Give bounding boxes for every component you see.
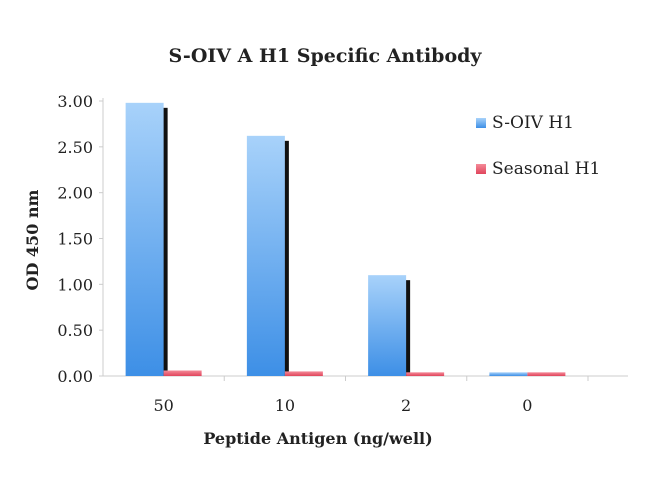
bar-shadow <box>283 140 289 376</box>
y-tick-label: 2.50 <box>57 138 93 157</box>
legend-label: S-OIV H1 <box>492 113 574 133</box>
legend-label: Seasonal H1 <box>492 159 600 179</box>
bar-seasonal-h1 <box>406 372 445 376</box>
x-tick-label: 10 <box>275 396 295 415</box>
x-tick-label: 50 <box>153 396 173 415</box>
bar-s-oiv-h1 <box>125 102 164 376</box>
bar-seasonal-h1 <box>527 372 566 376</box>
bar-shadow <box>405 280 411 376</box>
legend-swatch <box>476 164 486 174</box>
chart-title: S-OIV A H1 Specific Antibody <box>169 45 483 67</box>
bar-s-oiv-h1 <box>246 135 285 376</box>
y-tick-label: 3.00 <box>57 92 93 111</box>
y-tick-label: 0.50 <box>57 321 93 340</box>
legend-swatch <box>476 118 486 128</box>
y-tick-label: 0.00 <box>57 367 93 386</box>
y-tick-label: 2.00 <box>57 184 93 203</box>
x-axis-label: Peptide Antigen (ng/well) <box>203 429 432 448</box>
bar-seasonal-h1 <box>284 371 323 376</box>
bar-shadow <box>162 107 168 376</box>
bar-s-oiv-h1 <box>368 275 407 376</box>
y-tick-label: 1.50 <box>57 230 93 249</box>
y-axis-label: OD 450 nm <box>23 189 42 290</box>
x-tick-label: 0 <box>522 396 532 415</box>
x-tick-label: 2 <box>401 396 411 415</box>
bar-s-oiv-h1 <box>489 372 528 376</box>
y-tick-label: 1.00 <box>57 275 93 294</box>
bar-seasonal-h1 <box>163 370 202 376</box>
